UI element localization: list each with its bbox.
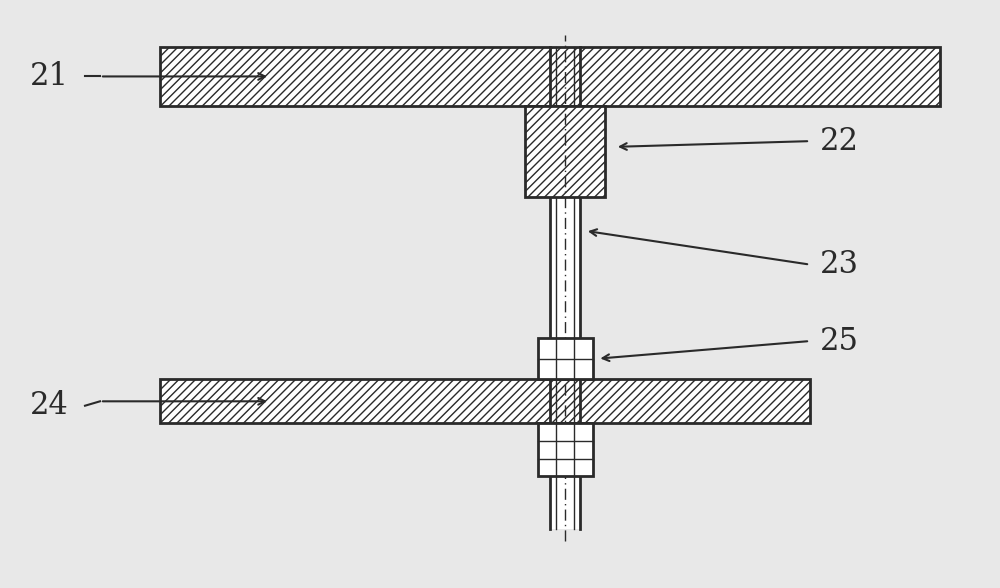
- Bar: [538, 338, 592, 379]
- Bar: [538, 423, 592, 476]
- Bar: [525, 106, 605, 197]
- Text: 21: 21: [30, 61, 69, 92]
- Text: 22: 22: [820, 126, 859, 156]
- Text: 25: 25: [820, 326, 859, 356]
- Bar: [160, 379, 810, 423]
- Text: 23: 23: [820, 249, 859, 280]
- Bar: [160, 47, 940, 106]
- Bar: [550, 106, 580, 529]
- Text: 24: 24: [30, 390, 69, 421]
